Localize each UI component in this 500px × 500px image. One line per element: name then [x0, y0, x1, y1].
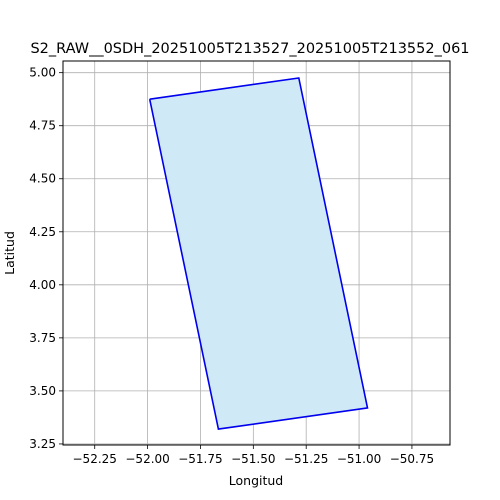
- x-tick-label: −52.00: [125, 452, 169, 466]
- x-tick-label: −50.75: [390, 452, 434, 466]
- y-axis-label: Latitud: [2, 231, 17, 275]
- axes-ticks: −52.25 −52.00 −51.75 −51.50 −51.25 −51.00 −50.…: [29, 66, 434, 466]
- y-tick-label: 4.50: [29, 172, 56, 186]
- y-tick-label: 3.75: [29, 331, 56, 345]
- x-tick-label: −52.25: [73, 452, 117, 466]
- x-tick-label: −51.75: [178, 452, 222, 466]
- x-tick-label: −51.25: [284, 452, 328, 466]
- footprint-fill: [149, 78, 368, 430]
- y-tick-label: 3.25: [29, 437, 56, 451]
- y-tick-label: 5.00: [29, 66, 56, 80]
- footprint-outline: [148, 77, 369, 430]
- x-tick-label: −51.50: [231, 452, 275, 466]
- x-tick-label: −51.00: [337, 452, 381, 466]
- y-tick-label: 4.25: [29, 225, 56, 239]
- plot-frame: [62, 60, 451, 446]
- y-tick-label: 4.75: [29, 119, 56, 133]
- x-axis-label: Longitud: [229, 473, 283, 488]
- y-tick-label: 4.00: [29, 278, 56, 292]
- y-tick-label: 3.50: [29, 384, 56, 398]
- footprint-layer: [148, 77, 369, 430]
- chart-title: S2_RAW__0SDH_20251005T213527_20251005T21…: [30, 41, 469, 57]
